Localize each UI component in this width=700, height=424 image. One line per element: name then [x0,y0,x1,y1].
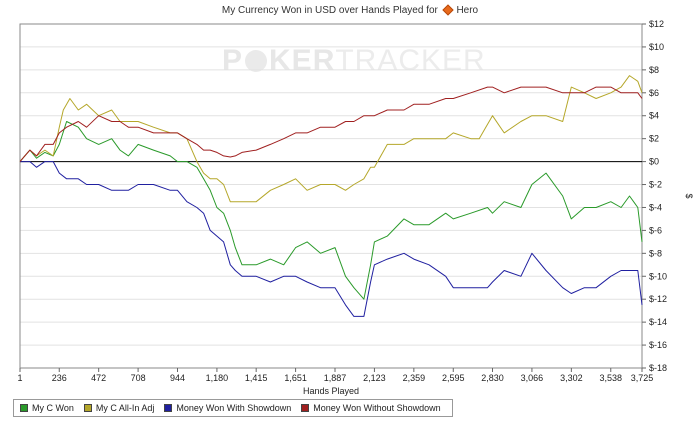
y-tick-label-4: $-10 [649,271,667,281]
y-tick-label-12: $6 [649,88,659,98]
legend-swatch-4 [301,404,310,412]
legend-swatch-3 [164,404,173,412]
y-tick-label-5: $-8 [649,248,662,258]
x-tick-label-2: 472 [91,373,106,383]
y-tick-label-2: $-14 [649,317,667,327]
series-line-3 [20,161,643,317]
series-line-4 [19,86,643,162]
x-tick-label-8: 1,887 [324,373,347,383]
x-axis-label: Hands Played [303,386,359,396]
y-tick-label-6: $-6 [649,225,662,235]
x-tick-label-6: 1,415 [245,373,268,383]
chart-title-text: My Currency Won in USD over Hands Played… [221,5,438,16]
x-tick-label-16: 3,725 [631,373,654,383]
x-tick-label-14: 3,302 [560,373,583,383]
legend-label-1: My C Won [32,403,74,413]
y-axis-label: $ [684,193,694,198]
legend-item-2: My C All-In Adj [83,403,155,413]
x-tick-label-7: 1,651 [284,373,307,383]
y-tick-label-7: $-4 [649,202,662,212]
y-tick-label-14: $10 [649,42,664,52]
x-tick-label-13: 3,066 [521,373,544,383]
chart-title: My Currency Won in USD over Hands Played… [0,4,700,16]
x-tick-label-15: 3,538 [600,373,623,383]
x-tick-label-1: 236 [52,373,67,383]
x-tick-label-10: 2,359 [403,373,426,383]
y-tick-label-10: $2 [649,134,659,144]
pokertracker-watermark: P KERTRACKER [222,44,486,77]
grid-lines [20,23,642,369]
series-line-2 [19,75,643,203]
x-tick-label-11: 2,595 [442,373,465,383]
series-line-1 [19,121,643,300]
x-tick-label-12: 2,830 [481,373,504,383]
legend-item-3: Money Won With Showdown [164,403,291,413]
legend-label-4: Money Won Without Showdown [313,403,441,413]
series-group [19,75,643,317]
legend-label-3: Money Won With Showdown [176,403,292,413]
legend-item-1: My C Won [20,403,74,413]
x-tick-label-3: 708 [131,373,146,383]
y-tick-label-13: $8 [649,65,659,75]
y-tick-label-3: $-12 [649,294,667,304]
plot-frame [19,23,643,369]
x-tick-label-9: 2,123 [363,373,386,383]
y-tick-label-9: $0 [649,157,659,167]
x-axis: 1 236 472 708 944 1,180 1,415 1,651 1,887 2,123 2,… [17,368,653,383]
legend-swatch-2 [83,404,92,412]
x-tick-label-4: 944 [170,373,185,383]
y-tick-label-0: $-18 [649,363,667,373]
legend-label-2: My C All-In Adj [95,403,155,413]
x-tick-label-0: 1 [17,373,22,383]
x-tick-label-5: 1,180 [206,373,229,383]
y-axis: $-18 $-16 $-14 $-12 $-10 $-8 $-6 $-4 $-2 $0 $2 $4 $6… [642,19,667,373]
legend-item-4: Money Won Without Showdown [301,403,441,413]
chart-legend: My C Won My C All-In Adj Money Won With Sh… [13,399,453,417]
player-name: Hero [456,5,479,16]
y-tick-label-1: $-16 [649,340,667,350]
y-tick-label-15: $12 [649,19,664,29]
legend-swatch-1 [20,404,28,412]
y-tick-label-8: $-2 [649,180,662,190]
y-tick-label-11: $4 [649,111,659,121]
